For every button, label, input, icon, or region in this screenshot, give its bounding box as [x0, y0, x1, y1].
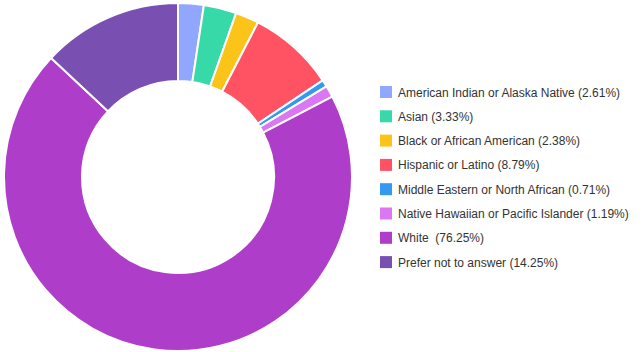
slice [4, 58, 352, 351]
slice [51, 3, 178, 111]
legend-swatch [380, 135, 392, 147]
legend-item: Black or African American (2.38%) [380, 134, 580, 148]
donut [4, 3, 352, 351]
legend-swatch [380, 232, 392, 244]
legend-item: Hispanic or Latino (8.79%) [380, 158, 539, 172]
legend-label: Native Hawaiian or Pacific Islander (1.1… [398, 207, 629, 221]
legend-label: American Indian or Alaska Native (2.61%) [398, 86, 620, 100]
legend-label: Asian (3.33%) [398, 110, 473, 124]
legend-label: Black or African American (2.38%) [398, 134, 580, 148]
legend-swatch [380, 110, 392, 122]
legend-swatch [380, 208, 392, 220]
legend: American Indian or Alaska Native (2.61%)… [380, 86, 629, 270]
legend-item: Native Hawaiian or Pacific Islander (1.1… [380, 207, 629, 221]
legend-item: White (76.25%) [380, 231, 484, 245]
legend-swatch [380, 159, 392, 171]
legend-swatch [380, 86, 392, 98]
legend-label: Middle Eastern or North African (0.71%) [398, 183, 610, 197]
legend-swatch [380, 256, 392, 268]
legend-item: American Indian or Alaska Native (2.61%) [380, 86, 620, 100]
chart: American Indian or Alaska Native (2.61%)… [0, 0, 644, 352]
legend-label: Hispanic or Latino (8.79%) [398, 158, 539, 172]
legend-item: Prefer not to answer (14.25%) [380, 256, 558, 270]
legend-label: Prefer not to answer (14.25%) [398, 256, 558, 270]
legend-item: Middle Eastern or North African (0.71%) [380, 183, 610, 197]
legend-swatch [380, 183, 392, 195]
legend-item: Asian (3.33%) [380, 110, 473, 124]
legend-label: White (76.25%) [398, 231, 484, 245]
